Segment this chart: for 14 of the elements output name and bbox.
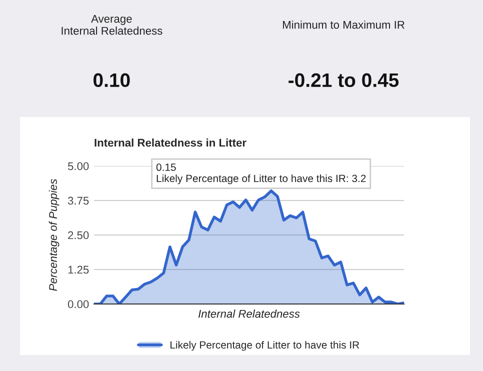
x-axis-title: Internal Relatedness: [198, 310, 300, 318]
y-tick-label: 3.75: [68, 196, 89, 205]
chart-title: Internal Relatedness in Litter: [94, 138, 246, 147]
y-tick-label: 1.25: [68, 266, 89, 274]
annotation: 0.15 Likely Percentage of Litter to have this IR: 3.2: [156, 164, 366, 184]
text: Average Internal Relatedness: [62, 14, 162, 35]
y-axis-title: Percentage of Puppies: [48, 179, 60, 291]
y-tick-label: 2.50: [68, 231, 89, 240]
y-tick-label: 5.00: [68, 162, 89, 170]
legend-label: Likely Percentage of Litter to have this IR: [170, 340, 360, 351]
y-tick-label: 0.00: [68, 300, 89, 308]
text: -0.21 to 0.45: [288, 73, 399, 88]
text: 0.10: [94, 73, 130, 88]
text: Minimum to Maximum IR: [283, 20, 404, 29]
